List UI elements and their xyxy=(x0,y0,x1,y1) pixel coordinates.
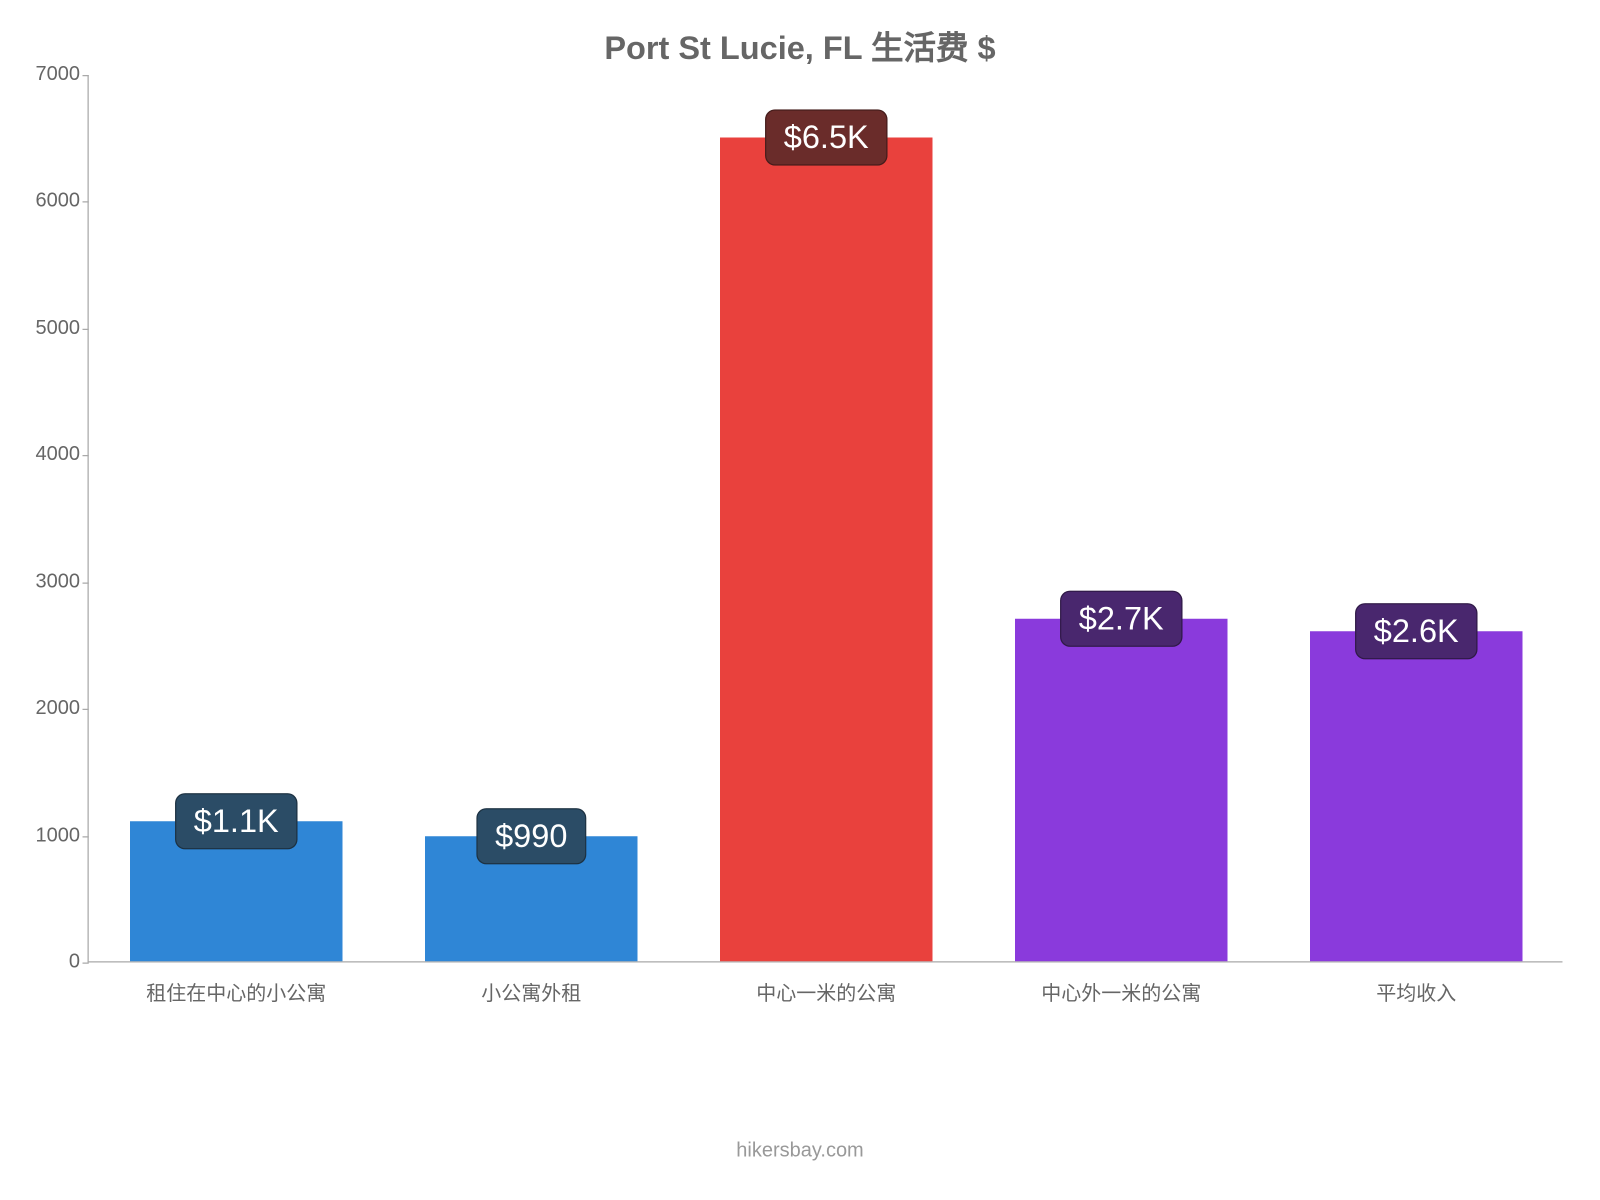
category-slot: $1.1K租住在中心的小公寓 xyxy=(89,75,384,961)
bar xyxy=(1310,632,1522,962)
x-axis-category-label: 小公寓外租 xyxy=(384,976,679,1006)
category-slot: $990小公寓外租 xyxy=(384,75,679,961)
bar xyxy=(720,137,932,961)
plot-area: 01000200030004000500060007000$1.1K租住在中心的… xyxy=(88,75,1563,963)
x-axis-category-label: 中心一米的公寓 xyxy=(679,976,974,1006)
x-axis-category-label: 平均收入 xyxy=(1269,976,1564,1006)
y-axis-tick-label: 1000 xyxy=(20,824,80,847)
category-slot: $2.6K平均收入 xyxy=(1269,75,1564,961)
category-slot: $6.5K中心一米的公寓 xyxy=(679,75,974,961)
y-axis-tick-label: 3000 xyxy=(20,571,80,594)
y-axis-tick-label: 6000 xyxy=(20,191,80,214)
y-axis-tick-label: 0 xyxy=(20,951,80,974)
x-axis-category-label: 中心外一米的公寓 xyxy=(974,976,1269,1006)
y-axis-tick-label: 5000 xyxy=(20,317,80,340)
value-badge: $6.5K xyxy=(765,109,887,165)
value-badge: $990 xyxy=(476,808,586,864)
y-axis-tick-label: 7000 xyxy=(20,64,80,87)
category-slot: $2.7K中心外一米的公寓 xyxy=(974,75,1269,961)
chart-title: Port St Lucie, FL 生活费 $ xyxy=(0,23,1600,69)
value-badge: $2.7K xyxy=(1060,591,1182,647)
y-axis-tick-label: 4000 xyxy=(20,444,80,467)
x-axis-category-label: 租住在中心的小公寓 xyxy=(89,976,384,1006)
y-axis-tick-label: 2000 xyxy=(20,698,80,721)
value-badge: $1.1K xyxy=(175,794,297,850)
attribution-footer: hikersbay.com xyxy=(0,1140,1600,1163)
value-badge: $2.6K xyxy=(1355,603,1477,659)
bar xyxy=(1015,619,1227,961)
